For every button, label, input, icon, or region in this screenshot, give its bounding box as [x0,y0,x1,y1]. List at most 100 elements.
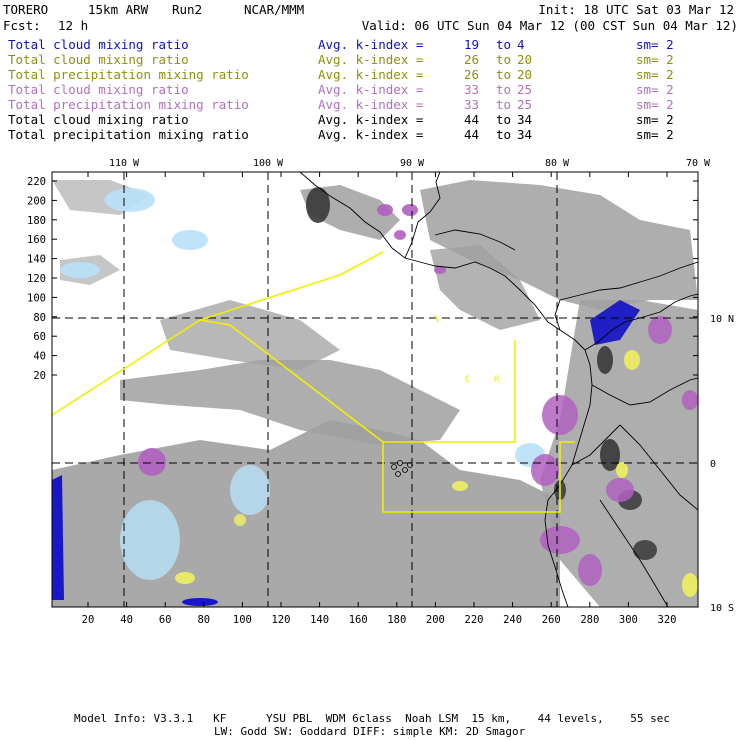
header-org: NCAR/MMM [244,2,305,17]
bottom-tick-label: 20 [82,614,95,626]
cloud-area-blue [52,475,64,600]
legend-to: 25 [517,82,533,97]
left-tick-label: 100 [27,292,46,304]
bottom-tick-label: 220 [465,614,484,626]
footer-physics-info: LW: Godd SW: Goddard DIFF: simple KM: 2D… [214,725,526,738]
left-tick-label: 80 [33,312,46,324]
legend-field: Total cloud mixing ratio [8,112,189,127]
cloud-area-light [105,188,155,212]
precip-area-purple [648,316,672,344]
coastline [591,377,698,406]
legend-to: 4 [517,37,525,52]
cloud-core-dark [633,540,657,560]
coastline [299,172,593,607]
legend-to-word: to [496,52,512,67]
precip-area-purple [402,204,418,216]
legend-to-word: to [496,82,512,97]
island [402,467,408,473]
bottom-tick-label: 160 [349,614,368,626]
cloud-area [120,360,460,445]
legend-kindex: Avg. k-index = [318,37,424,52]
legend-field: Total precipitation mixing ratio [8,67,249,82]
precip-area-purple [682,390,698,410]
axis-tick-labels: 220 200 180 160 140 120 100 80 60 40 20 20 40 60 80 100… [27,158,734,626]
left-tick-label: 40 [33,351,46,363]
lat-lon-grid [52,172,698,607]
legend-kindex: Avg. k-index = [318,67,424,82]
cloud-area-light [230,465,270,515]
legend-sm: sm= 2 [636,82,674,97]
boundary-line [199,319,575,513]
right-lat-label: 10 S [710,603,734,614]
bottom-tick-label: 120 [272,614,291,626]
header-fcst-label: Fcst: [3,18,41,33]
header-valid: Valid: 06 UTC Sun 04 Mar 12 (00 CST Sun … [361,18,738,33]
precip-area-yellow [452,481,468,491]
bottom-tick-label: 40 [120,614,133,626]
cloud-area-light [60,262,100,278]
precip-area-purple [542,395,578,435]
legend-from: 33 [464,97,480,112]
left-tick-label: 120 [27,273,46,285]
cloud-area-light [120,500,180,580]
legend-to: 20 [517,67,533,82]
top-lon-label: 100 W [253,158,284,169]
legend-from: 19 [464,37,480,52]
bottom-tick-label: 320 [658,614,677,626]
cloud-area [430,245,540,330]
legend-to: 20 [517,52,533,67]
bottom-tick-label: 180 [387,614,406,626]
legend-from: 26 [464,52,480,67]
legend-sm: sm= 2 [636,127,674,142]
legend-kindex: Avg. k-index = [318,52,424,67]
bottom-tick-label: 280 [580,614,599,626]
precip-area-yellow [624,350,640,370]
legend-to: 25 [517,97,533,112]
header-model: TORERO [3,2,49,17]
coastline [571,424,621,466]
legend-field: Total cloud mixing ratio [8,52,189,67]
legend-kindex: Avg. k-index = [318,112,424,127]
header-resolution: 15km ARW [88,2,149,17]
legend-sm: sm= 2 [636,112,674,127]
precip-area-purple [434,266,446,274]
legend-to: 34 [517,112,533,127]
left-tick-label: 200 [27,195,46,207]
bottom-tick-label: 60 [159,614,172,626]
bottom-tick-label: 100 [233,614,252,626]
island [395,471,401,477]
legend-to: 34 [517,127,533,142]
bottom-tick-label: 140 [310,614,329,626]
bottom-tick-label: 300 [619,614,638,626]
footer-model-info: Model Info: V3.3.1 KF YSU PBL WDM 6class… [74,712,671,725]
axis-ticks [52,172,698,607]
island [391,464,397,470]
precip-area-yellow [682,573,698,597]
legend-from: 33 [464,82,480,97]
legend-sm: sm= 2 [636,97,674,112]
boundary-line [383,340,516,443]
precip-area-purple [531,454,559,486]
bottom-tick-label: 240 [503,614,522,626]
top-lon-label: 110 W [109,158,140,169]
precip-area-yellow [234,514,246,526]
bottom-tick-label: 80 [197,614,210,626]
top-lon-label: 90 W [400,158,425,169]
coastline [434,229,516,251]
cloud-area [52,420,560,607]
legend-to-word: to [496,37,512,52]
cloud-fields [52,180,698,607]
precip-area-yellow [175,572,195,584]
legend-field: Total cloud mixing ratio [8,37,189,52]
legend-to-word: to [496,127,512,142]
legend-sm: sm= 2 [636,52,674,67]
legend-field: Total cloud mixing ratio [8,82,189,97]
header-fcst-value: 12 h [58,18,89,33]
boundary-line [434,314,439,323]
left-tick-label: 20 [33,370,46,382]
precip-area-purple [578,554,602,586]
precip-area-purple [540,526,580,554]
legend-kindex: Avg. k-index = [318,127,424,142]
precip-area-purple [138,448,166,476]
